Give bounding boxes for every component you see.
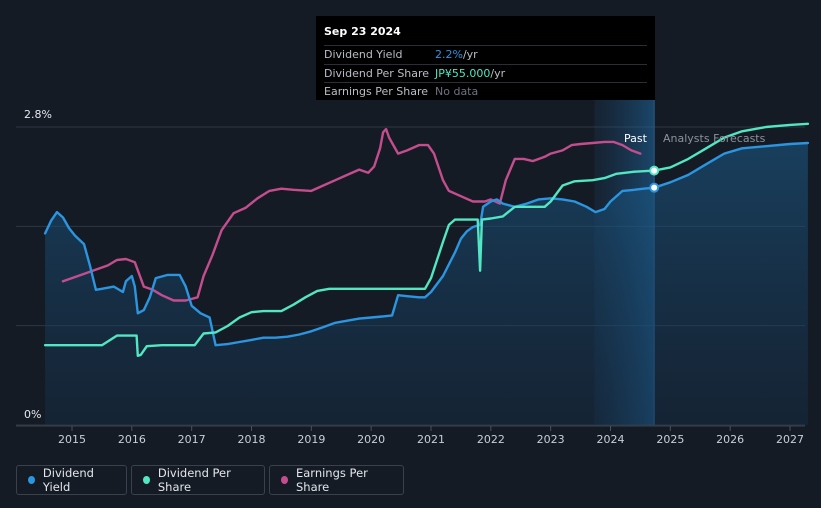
y-axis-max-label: 2.8% — [24, 108, 52, 121]
dividend-yield-area — [45, 143, 808, 425]
x-tick-label: 2026 — [716, 433, 744, 446]
tooltip-date: Sep 23 2024 — [324, 25, 401, 38]
legend-dividend-yield[interactable]: Dividend Yield — [16, 465, 127, 495]
x-axis: 2015 2016 2017 2018 2019 2020 2021 2022 2023 2024… — [16, 425, 805, 446]
series-lines — [43, 122, 810, 357]
x-tick-label: 2022 — [477, 433, 505, 446]
tooltip-label: Earnings Per Share — [324, 85, 429, 99]
tooltip-value: No data — [435, 85, 479, 99]
legend-earnings-per-share[interactable]: Earnings Per Share — [269, 465, 404, 495]
x-tick-label: 2023 — [537, 433, 565, 446]
tooltip-row-earnings-per-share: Earnings Per Share No data — [324, 82, 647, 101]
x-tick-label: 2019 — [297, 433, 325, 446]
tooltip-label: Dividend Per Share — [324, 66, 430, 80]
x-tick-label: 2025 — [656, 433, 684, 446]
x-tick-label: 2021 — [417, 433, 445, 446]
x-tick-label: 2020 — [357, 433, 385, 446]
dividend-yield-line — [43, 141, 810, 347]
legend-label: Dividend Per Share — [157, 466, 231, 494]
legend-dot — [281, 476, 288, 484]
tooltip: Sep 23 2024 Dividend Yield 2.2% /yr Divi… — [316, 16, 655, 100]
legend-dot — [28, 476, 35, 484]
tooltip-label: Dividend Yield — [324, 48, 403, 62]
x-tick-label: 2016 — [118, 433, 146, 446]
earnings-per-share-line — [61, 127, 642, 302]
tooltip-value: JP¥55.000 — [435, 66, 491, 80]
x-tick-label: 2018 — [238, 433, 266, 446]
legend-label: Earnings Per Share — [295, 466, 368, 494]
x-tick-label: 2015 — [58, 433, 86, 446]
dividend-per-share-marker — [649, 165, 660, 176]
chart-labels: 2.8% 0% Past Analysts Forecasts — [24, 108, 766, 421]
x-tick-label: 2017 — [178, 433, 206, 446]
legend-label: Dividend Yield — [42, 466, 94, 494]
forecast-region-label: Analysts Forecasts — [663, 132, 766, 145]
tooltip-row-dividend-per-share: Dividend Per Share JP¥55.000 /yr — [324, 63, 647, 83]
dividend-per-share-line — [43, 122, 810, 357]
tooltip-unit: /yr — [490, 66, 506, 80]
legend-dividend-per-share[interactable]: Dividend Per Share — [131, 465, 265, 495]
tooltip-value: 2.2% — [435, 48, 463, 62]
tooltip-unit: /yr — [462, 48, 478, 62]
past-region-label: Past — [624, 132, 648, 145]
dividend-yield-marker — [649, 182, 660, 193]
current-markers — [649, 165, 660, 193]
x-tick-label: 2027 — [776, 433, 804, 446]
x-tick-label: 2024 — [597, 433, 625, 446]
tooltip-row-dividend-yield: Dividend Yield 2.2% /yr — [324, 45, 647, 64]
legend-dot — [143, 476, 150, 484]
y-axis-min-label: 0% — [24, 408, 41, 421]
yield-area — [45, 143, 808, 425]
